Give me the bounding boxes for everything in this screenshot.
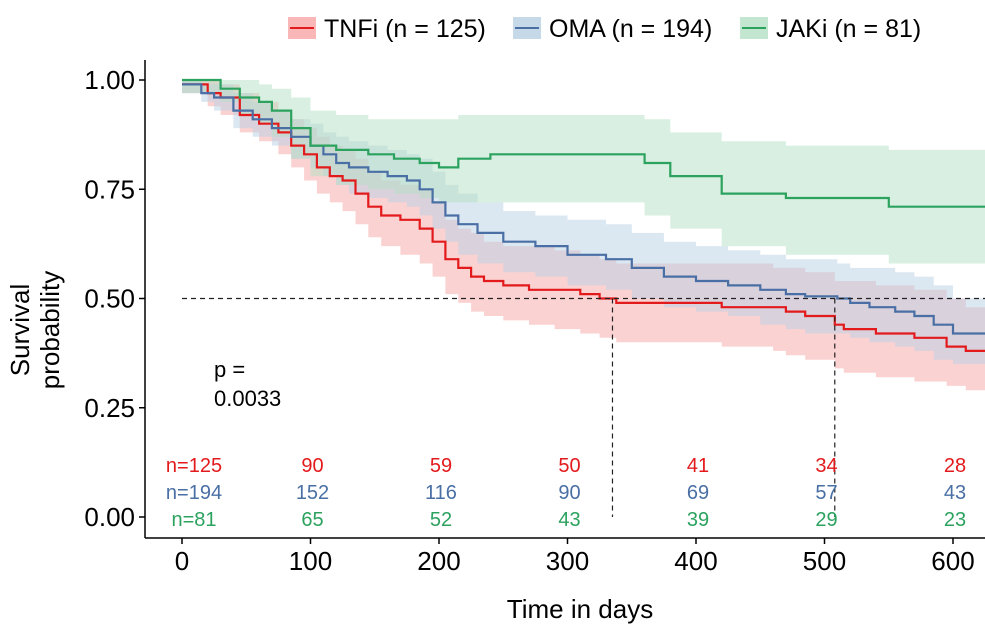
legend-label-1: TNFi (n = 125) [324, 15, 486, 43]
x-tick-label: 400 [674, 546, 717, 576]
risk-count-jaki: n=81 [171, 509, 216, 531]
p-value-text: p = [214, 357, 245, 382]
risk-count-jaki: 23 [944, 509, 966, 531]
risk-count-tnfi: 50 [558, 455, 580, 477]
risk-count-tnfi: 41 [687, 455, 709, 477]
risk-count-jaki: 43 [558, 509, 580, 531]
x-tick-label: 0 [175, 546, 189, 576]
risk-count-oma: 57 [815, 482, 837, 504]
x-axis-title: Time in days [507, 594, 653, 624]
y-tick-label: 0.25 [84, 393, 135, 423]
risk-count-tnfi: 34 [815, 455, 837, 477]
risk-count-tnfi: 59 [430, 455, 452, 477]
ci-band-3 [182, 80, 985, 264]
risk-count-jaki: 29 [815, 509, 837, 531]
x-tick-label: 500 [803, 546, 846, 576]
risk-count-jaki: 65 [301, 509, 323, 531]
legend-label-3: JAKi (n = 81) [776, 15, 921, 43]
km-curve-3 [182, 78, 985, 208]
x-tick-label: 600 [931, 546, 974, 576]
x-tick-label: 100 [289, 546, 332, 576]
p-value-text: 0.0033 [214, 386, 281, 411]
risk-count-oma: 90 [558, 482, 580, 504]
y-axis-title: Survivalprobability [5, 271, 65, 390]
risk-table: n=125 90 59 50 41 34 28 n=194 152 116 90 69 57 43 n=81… [166, 455, 966, 531]
y-axis-title-line: probability [35, 271, 65, 390]
risk-count-oma: n=194 [166, 482, 222, 504]
y-tick-label: 0.00 [84, 502, 135, 532]
risk-count-tnfi: 28 [944, 455, 966, 477]
axis-labels: p = 0.0033 Time in days Survivalprobability [5, 271, 653, 624]
median-reference-lines [182, 297, 985, 517]
axes: 0.00 0.25 0.50 0.75 1.00 0 100 200 300 400 500 600 [84, 60, 985, 576]
y-tick-label: 0.50 [84, 284, 135, 314]
risk-count-oma: 69 [687, 482, 709, 504]
x-tick-label: 300 [546, 546, 589, 576]
x-tick-label: 200 [417, 546, 460, 576]
risk-count-tnfi: 90 [301, 455, 323, 477]
risk-count-oma: 152 [296, 482, 329, 504]
risk-count-jaki: 52 [430, 509, 452, 531]
risk-count-jaki: 39 [687, 509, 709, 531]
confidence-bands [182, 80, 985, 391]
legend: TNFi (n = 125) OMA (n = 194) JAKi (n = 81) [288, 15, 921, 43]
risk-count-oma: 43 [944, 482, 966, 504]
y-tick-label: 0.75 [84, 174, 135, 204]
y-tick-label: 1.00 [84, 65, 135, 95]
y-axis-title-line: Survival [5, 284, 35, 376]
risk-count-tnfi: n=125 [166, 455, 222, 477]
risk-count-oma: 116 [425, 482, 457, 504]
legend-label-2: OMA (n = 194) [549, 15, 712, 43]
